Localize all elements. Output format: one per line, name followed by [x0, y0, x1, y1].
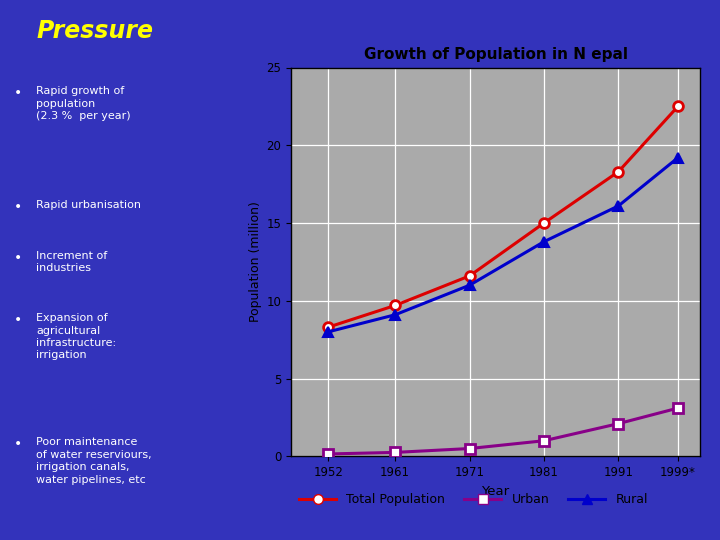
Text: •: • — [14, 313, 22, 327]
Text: Rapid urbanisation: Rapid urbanisation — [36, 200, 141, 210]
Text: Increment of
industries: Increment of industries — [36, 251, 107, 273]
Text: •: • — [14, 200, 22, 214]
Title: Growth of Population in N epal: Growth of Population in N epal — [364, 47, 628, 62]
X-axis label: Year: Year — [482, 484, 510, 497]
Text: •: • — [14, 437, 22, 451]
Y-axis label: Population (million): Population (million) — [249, 201, 262, 322]
Text: •: • — [14, 86, 22, 100]
Text: •: • — [14, 251, 22, 265]
Legend: Total Population, Urban, Rural: Total Population, Urban, Rural — [294, 488, 653, 511]
Text: Rapid growth of
population
(2.3 %  per year): Rapid growth of population (2.3 % per ye… — [36, 86, 131, 121]
Text: Expansion of
agricultural
infrastructure:
irrigation: Expansion of agricultural infrastructure… — [36, 313, 117, 360]
Text: Pressure: Pressure — [37, 19, 154, 43]
Text: Poor maintenance
of water reserviours,
irrigation canals,
water pipelines, etc: Poor maintenance of water reserviours, i… — [36, 437, 152, 484]
